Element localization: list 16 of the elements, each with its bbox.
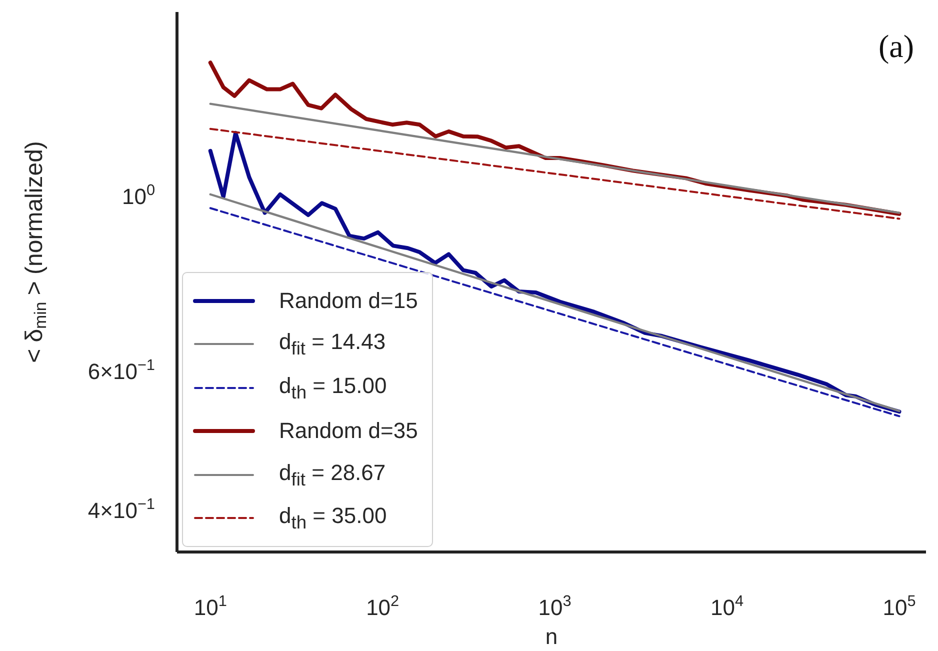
x-tick-label: 10$^{4}$ (710, 593, 744, 620)
y-tick-label: 4×10$^{−1}$ (88, 496, 155, 524)
legend-label: d$_{fit}$ = 14.43 (279, 329, 386, 360)
x-tick-label: 10$^{5}$ (882, 593, 916, 620)
y-tick-label: 10$^{0}$ (122, 182, 155, 209)
legend-label: d$_{th}$ = 15.00 (279, 372, 387, 403)
legend-label: Random d=35 (279, 418, 418, 444)
y-tick-label: 6×10$^{−1}$ (88, 357, 155, 384)
legend-label: Random d=15 (279, 288, 418, 314)
x-tick-label: 10$^{1}$ (194, 593, 227, 620)
x-axis-title: n (545, 624, 558, 649)
legend-label: d$_{th}$ = 35.00 (279, 503, 387, 534)
annotation: (a) (878, 28, 914, 65)
x-tick-label: 10$^{2}$ (366, 593, 400, 620)
x-tick-label: 10$^{3}$ (538, 593, 572, 620)
legend-label: d$_{fit}$ = 28.67 (279, 460, 386, 490)
